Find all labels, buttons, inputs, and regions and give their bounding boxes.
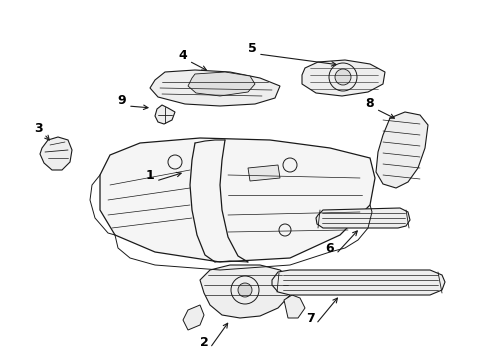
Polygon shape bbox=[100, 138, 375, 262]
Text: 7: 7 bbox=[306, 311, 315, 324]
Polygon shape bbox=[248, 165, 280, 181]
Text: 6: 6 bbox=[326, 242, 334, 255]
Polygon shape bbox=[183, 305, 204, 330]
Polygon shape bbox=[200, 265, 292, 318]
Text: 5: 5 bbox=[247, 41, 256, 54]
Text: 9: 9 bbox=[118, 94, 126, 107]
Polygon shape bbox=[188, 72, 255, 96]
Circle shape bbox=[335, 69, 351, 85]
Text: 3: 3 bbox=[34, 122, 42, 135]
Circle shape bbox=[238, 283, 252, 297]
Polygon shape bbox=[284, 295, 305, 318]
Text: 8: 8 bbox=[366, 96, 374, 109]
Polygon shape bbox=[40, 137, 72, 170]
Polygon shape bbox=[150, 70, 280, 106]
Polygon shape bbox=[272, 270, 445, 295]
Polygon shape bbox=[376, 112, 428, 188]
Text: 2: 2 bbox=[199, 336, 208, 348]
Polygon shape bbox=[302, 60, 385, 96]
Text: 1: 1 bbox=[146, 168, 154, 181]
Text: 4: 4 bbox=[179, 49, 187, 62]
Polygon shape bbox=[155, 105, 175, 124]
Polygon shape bbox=[316, 208, 410, 228]
